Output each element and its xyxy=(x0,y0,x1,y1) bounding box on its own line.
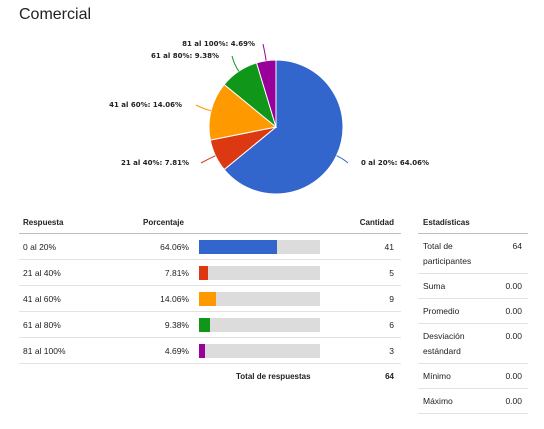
percentage-bar-fill xyxy=(199,344,205,358)
statistic-label: Promedio xyxy=(423,306,460,316)
statistics-row: Máximo 0.00 xyxy=(418,389,528,414)
table-row: 21 al 40% 7.81% 5 xyxy=(19,260,401,286)
row-percentage: 9.38% xyxy=(164,320,189,330)
total-label: Total de respuestas xyxy=(236,372,311,381)
percentage-bar xyxy=(199,240,320,254)
total-value: 64 xyxy=(385,372,394,381)
statistic-value: 0.00 xyxy=(505,331,522,341)
percentage-bar xyxy=(199,292,320,306)
statistics-row: Promedio 0.00 xyxy=(418,299,528,324)
statistics-table: Estadísticas Total de participantes 64 Sum… xyxy=(418,210,528,414)
table-row: 0 al 20% 64.06% 41 xyxy=(19,234,401,260)
pie-leader-line xyxy=(231,55,240,72)
header-response: Respuesta xyxy=(23,218,64,227)
percentage-bar xyxy=(199,344,320,358)
responses-table: Respuesta Porcentaje Cantidad 0 al 20% 64… xyxy=(19,210,401,390)
header-percentage: Porcentaje xyxy=(143,218,184,227)
pie-chart: 0 al 20%: 64.06% 21 al 40%: 7.81% 41 al 60… xyxy=(109,40,429,195)
table-row: 61 al 80% 9.38% 6 xyxy=(19,312,401,338)
statistic-value: 0.00 xyxy=(505,306,522,316)
pie-slice-label: 21 al 40%: 7.81% xyxy=(121,159,189,167)
statistics-row: Total de participantes 64 xyxy=(418,234,528,274)
percentage-bar-fill xyxy=(199,240,277,254)
statistics-row: Mínimo 0.00 xyxy=(418,364,528,389)
percentage-bar-fill xyxy=(199,318,211,332)
total-row: Total de respuestas 64 xyxy=(19,364,401,390)
row-percentage: 64.06% xyxy=(160,242,189,252)
table-row: 81 al 100% 4.69% 3 xyxy=(19,338,401,364)
pie-slice-label: 61 al 80%: 9.38% xyxy=(151,52,219,60)
statistic-value: 0.00 xyxy=(505,281,522,291)
statistic-label: Desviación estándard xyxy=(423,331,465,356)
pie-leader-line xyxy=(262,43,267,61)
statistic-label: Total de participantes xyxy=(423,241,472,266)
row-label: 21 al 40% xyxy=(23,268,61,278)
statistics-row: Desviación estándard 0.00 xyxy=(418,324,528,364)
statistic-value: 0.00 xyxy=(505,396,522,406)
row-count: 6 xyxy=(389,320,394,330)
row-label: 61 al 80% xyxy=(23,320,61,330)
row-label: 81 al 100% xyxy=(23,346,66,356)
statistics-header: Estadísticas xyxy=(418,210,528,234)
statistic-value: 64 xyxy=(512,241,522,251)
percentage-bar-fill xyxy=(199,292,216,306)
responses-table-header: Respuesta Porcentaje Cantidad xyxy=(19,210,401,234)
percentage-bar xyxy=(199,266,320,280)
pie-slice-label: 81 al 100%: 4.69% xyxy=(182,40,255,48)
percentage-bar xyxy=(199,318,320,332)
pie-leader-line xyxy=(200,155,216,164)
statistics-title: Estadísticas xyxy=(423,218,470,227)
pie-leader-line xyxy=(336,155,349,164)
statistic-label: Máximo xyxy=(423,396,453,406)
pie-slice-label: 41 al 60%: 14.06% xyxy=(109,101,182,109)
row-count: 9 xyxy=(389,294,394,304)
page-title: Comercial xyxy=(19,6,92,23)
table-row: 41 al 60% 14.06% 9 xyxy=(19,286,401,312)
row-count: 3 xyxy=(389,346,394,356)
pie-slice xyxy=(255,59,277,128)
row-count: 5 xyxy=(389,268,394,278)
percentage-bar-fill xyxy=(199,266,209,280)
pie-slice xyxy=(208,83,278,141)
row-label: 41 al 60% xyxy=(23,294,61,304)
statistic-value: 0.00 xyxy=(505,371,522,381)
row-count: 41 xyxy=(384,242,394,252)
row-percentage: 7.81% xyxy=(164,268,189,278)
statistics-row: Suma 0.00 xyxy=(418,274,528,299)
statistic-label: Mínimo xyxy=(423,371,451,381)
statistic-label: Suma xyxy=(423,281,446,291)
row-percentage: 4.69% xyxy=(164,346,189,356)
row-label: 0 al 20% xyxy=(23,242,57,252)
header-count: Cantidad xyxy=(359,218,394,227)
row-percentage: 14.06% xyxy=(160,294,189,304)
pie-slice-label: 0 al 20%: 64.06% xyxy=(361,159,429,167)
pie-leader-line xyxy=(195,104,212,112)
